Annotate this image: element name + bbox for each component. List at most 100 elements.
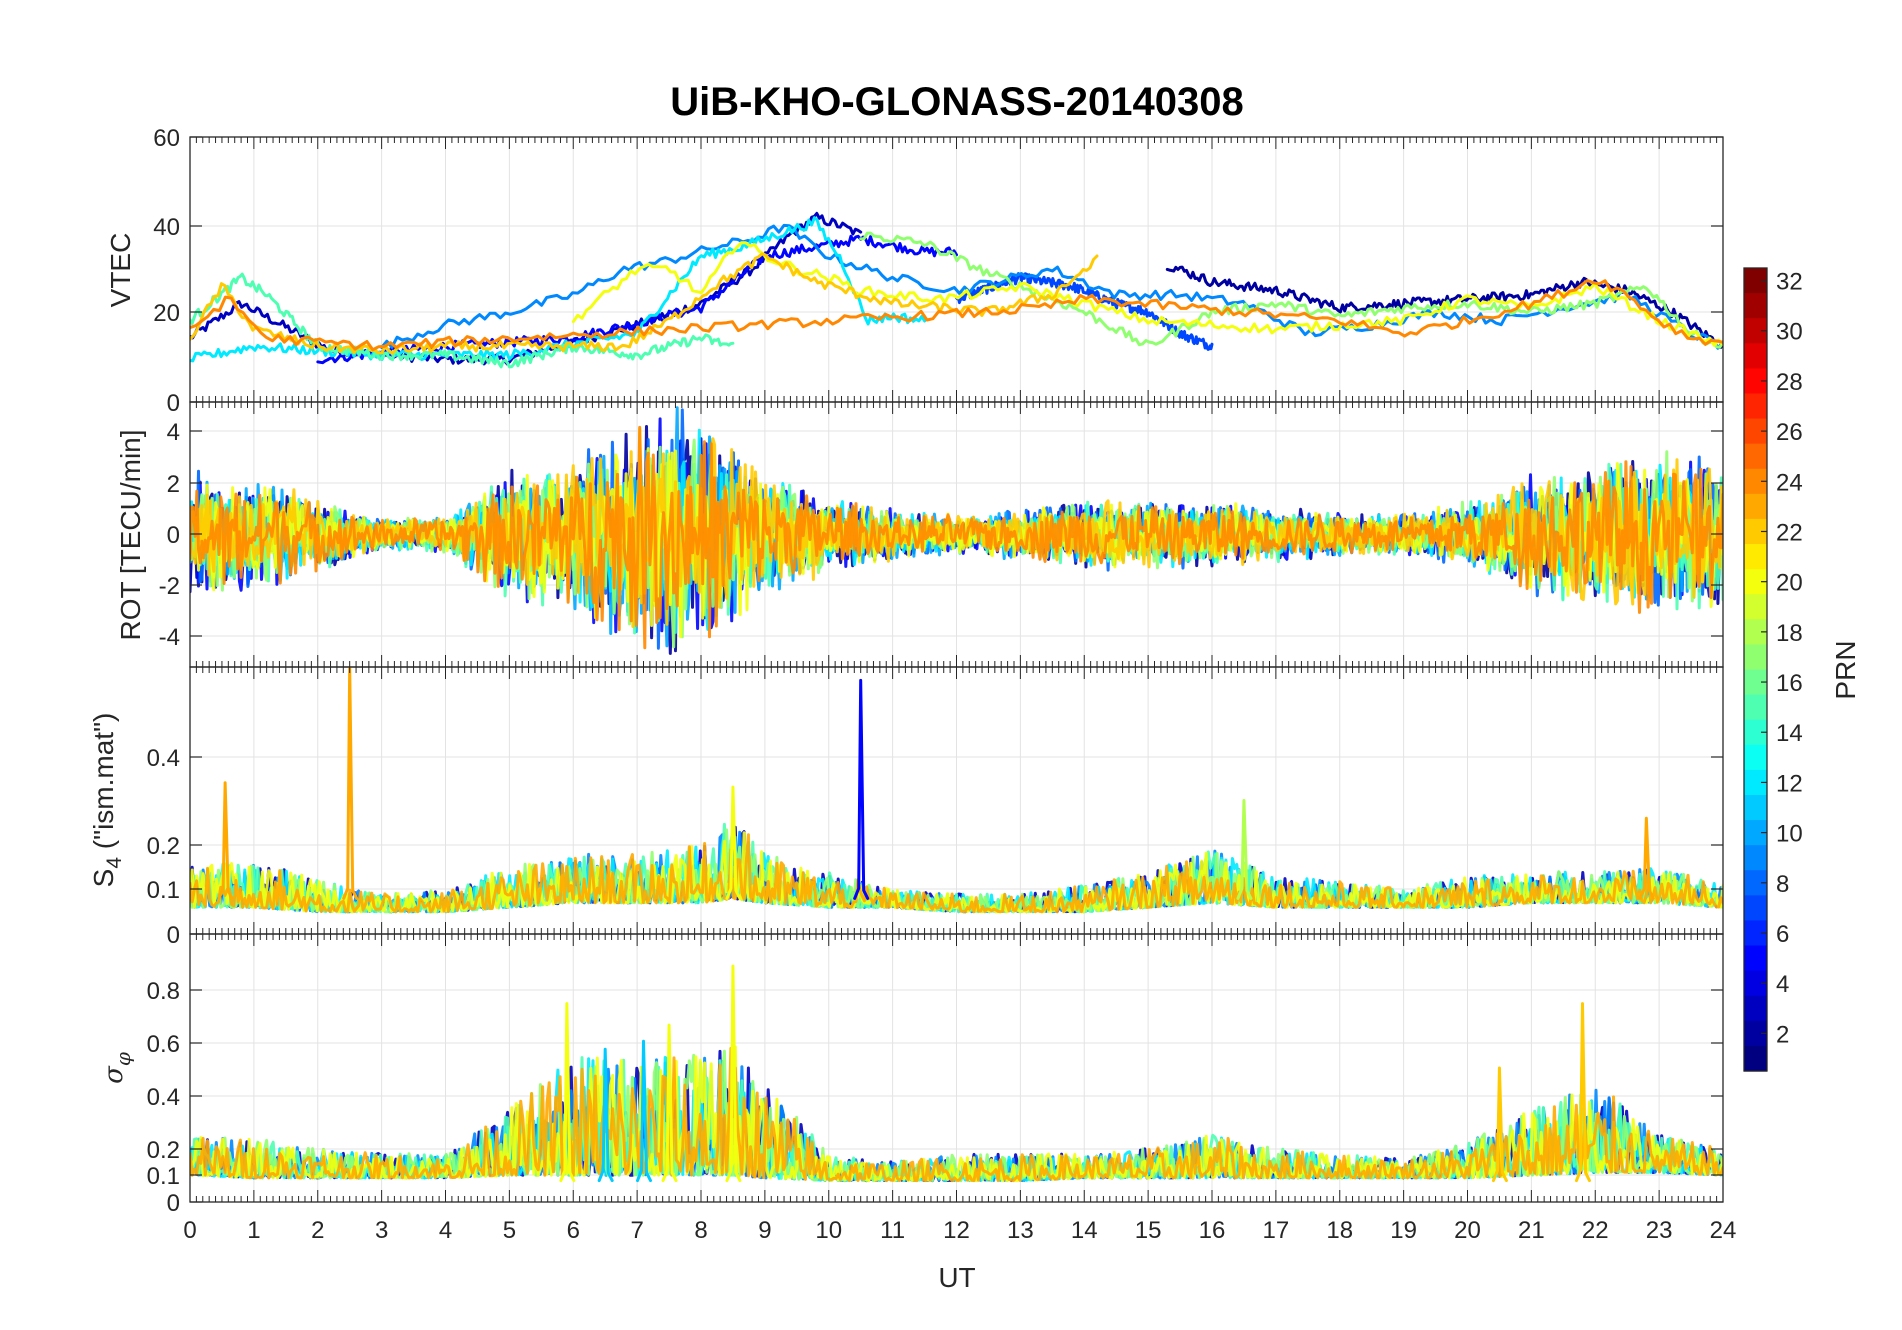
colorbar-tick-label: 32 [1776,269,1803,296]
x-tick-label: 7 [630,1217,643,1244]
x-tick-label: 1 [247,1217,260,1244]
colorbar-swatch-prn-8 [1744,870,1767,896]
colorbar-tick-label: 26 [1776,419,1803,446]
x-tick-label: 12 [943,1217,970,1244]
x-tick-label: 5 [503,1217,516,1244]
colorbar-swatch-prn-10 [1744,820,1767,846]
sigma-phi-panel: 0.8 0.6 0.4 0.20.10 σφ [99,933,1724,1217]
colorbar-swatch-prn-23 [1744,493,1767,520]
x-tick-label: 17 [1263,1217,1290,1244]
colorbar-swatch-prn-26 [1744,418,1767,445]
colorbar-tick-label: 22 [1776,519,1803,546]
colorbar-swatch-prn-17 [1744,644,1767,671]
plot-area [190,667,1723,914]
colorbar-tick-label: 2 [1776,1021,1789,1048]
colorbar-tick-label: 4 [1776,971,1789,998]
colorbar-swatch-prn-1 [1744,1045,1767,1072]
s4-spike-prn-23 [1638,816,1655,900]
x-axis: 0 1 2 3 4 5 6 7 8 9 10 11 12 13 14 15 16 17 18 19 20 21 22 23 24 [183,1217,1736,1244]
colorbar-tick-label: 12 [1776,770,1803,797]
colorbar-swatch-prn-7 [1744,895,1767,922]
colorbar-swatch-prn-32 [1744,268,1767,294]
x-tick-label: 23 [1646,1217,1673,1244]
prn-colorbar: 32 30 28 26 24 22 20 18 16 14 12 10 8 6 4 2 PRN [1743,267,1861,1072]
y-tick-label: 0.1 [147,877,180,904]
colorbar-tick-label: 24 [1776,469,1803,496]
colorbar-swatch-prn-20 [1744,569,1767,595]
colorbar-swatch-prn-13 [1744,744,1767,771]
y-tick-label: 2 [167,471,180,498]
x-tick-label: 10 [815,1217,842,1244]
colorbar-swatch-prn-22 [1744,518,1767,545]
colorbar-tick-label: 14 [1776,720,1803,747]
x-tick-label: 15 [1135,1217,1162,1244]
sigma_phi-series-prn-23 [190,1046,1723,1183]
sigma_phi-spike-prn-20 [559,1002,576,1183]
colorbar-tick-label: 8 [1776,871,1789,898]
colorbar-label: PRN [1830,640,1861,699]
x-tick-label: 24 [1710,1217,1737,1244]
colorbar-swatch-prn-3 [1744,995,1767,1022]
chart-title: UiB-KHO-GLONASS-20140308 [670,80,1244,124]
colorbar-swatch-prn-11 [1744,794,1767,821]
x-tick-label: 19 [1390,1217,1417,1244]
colorbar-swatch-prn-18 [1744,619,1767,645]
vtec-panel: 60 40 20 VTEC [105,125,1724,403]
colorbar-tick-label: 30 [1776,319,1803,346]
vtec-series-prn-22 [190,252,1099,355]
colorbar-swatch-prn-24 [1744,468,1767,495]
x-tick-label: 14 [1071,1217,1098,1244]
plot-area [190,964,1723,1183]
y-tick-label: 0.4 [147,745,180,772]
colorbar-tick-label: 6 [1776,921,1789,948]
colorbar-swatch-prn-29 [1744,343,1767,369]
plot-area [190,211,1723,369]
colorbar-swatch-prn-19 [1744,594,1767,620]
colorbar-swatch-prn-9 [1744,845,1767,871]
vtec-series-prn-9 [380,223,1723,350]
vtec-series-prn-7 [955,272,1214,351]
s4-spike-prn-5 [853,678,870,900]
colorbar-swatch-prn-31 [1744,293,1767,319]
sigma_phi-spike-prn-20 [661,1023,678,1183]
x-tick-label: 11 [880,1217,905,1244]
s4-spike-prn-18 [1236,799,1253,900]
sigma_phi-spike-prn-22 [1491,1066,1508,1183]
y-tick-label: 20 [153,300,180,327]
y-tick-label: 0.6 [147,1031,180,1058]
colorbar-tick-label: 18 [1776,620,1803,647]
x-tick-label: 8 [694,1217,707,1244]
s4-panel: 0.4 0.2 0.1 0 S4 ("ism.mat") [88,666,1724,949]
colorbar-swatch-prn-2 [1744,1020,1767,1047]
s4-spike-prn-23 [342,667,359,900]
colorbar-tick-label: 28 [1776,369,1803,396]
colorbar-swatch-prn-5 [1744,945,1767,972]
colorbar-frame [1743,267,1768,1072]
y-tick-label: -4 [159,624,180,651]
y-tick-label: 60 [153,125,180,152]
colorbar-tick-label: 20 [1776,570,1803,597]
y-tick-label: 0.1 [147,1163,180,1190]
colorbar-swatch-prn-14 [1744,719,1767,746]
x-tick-label: 3 [375,1217,388,1244]
y-tick-label: 0.2 [147,833,180,860]
vtec-series-prn-15 [190,272,735,369]
x-axis-label: UT [938,1262,975,1293]
colorbar-swatch-prn-15 [1744,694,1767,721]
x-tick-label: 18 [1326,1217,1353,1244]
x-tick-label: 13 [1007,1217,1034,1244]
y-tick-label: 40 [153,214,180,241]
y-axis-label: ROT [TECU/min] [115,429,146,640]
x-tick-label: 21 [1518,1217,1545,1244]
colorbar-tick-label: 10 [1776,821,1803,848]
x-tick-label: 2 [311,1217,324,1244]
y-axis-label: VTEC [105,233,136,308]
vtec-series-prn-17 [859,231,1723,349]
x-tick-label: 4 [439,1217,452,1244]
sigma_phi-spike-prn-11 [597,1047,614,1183]
y-tick-label: 0 [167,522,180,549]
x-tick-label: 0 [183,1217,196,1244]
s4-spike-prn-23 [217,781,234,900]
